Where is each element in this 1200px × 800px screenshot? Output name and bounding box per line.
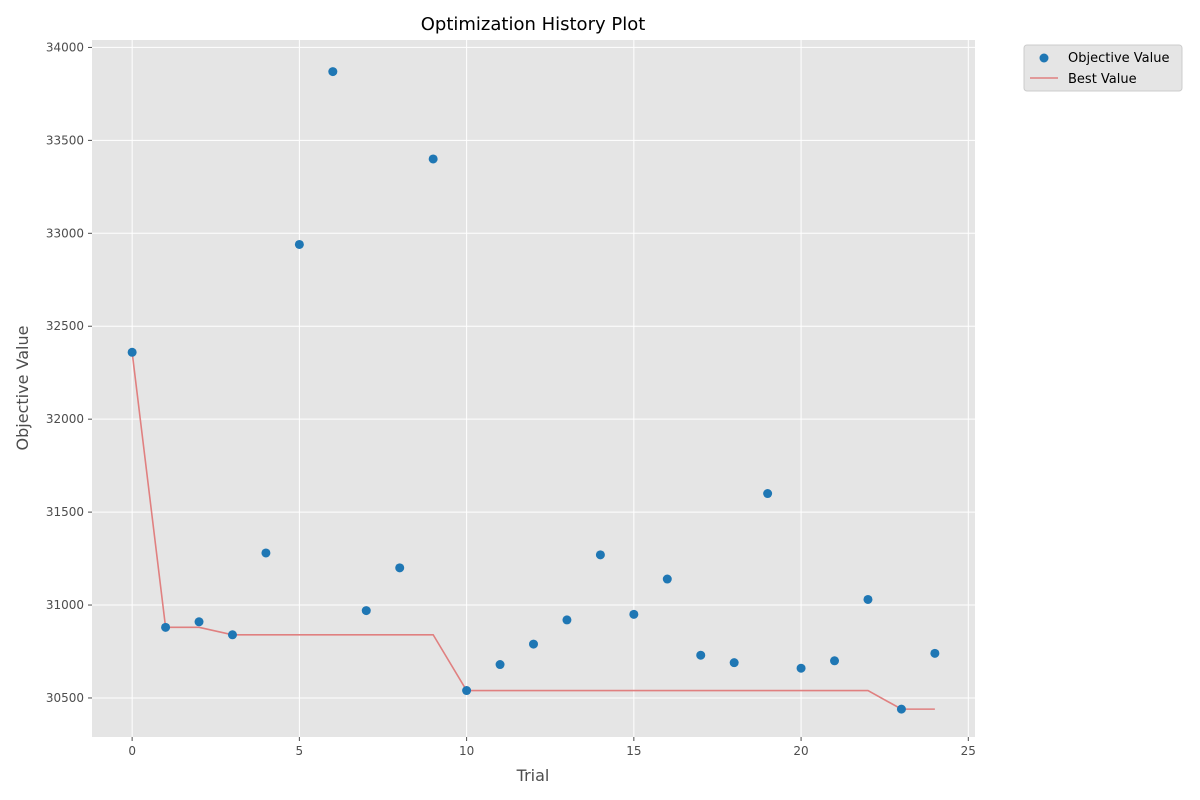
objective-value-point [462, 686, 472, 696]
legend: Objective Value Best Value [1023, 44, 1183, 92]
objective-value-point [428, 154, 438, 164]
y-tick-label: 33000 [46, 226, 84, 240]
y-tick-label: 31000 [46, 598, 84, 612]
legend-marker-objective-value [1039, 53, 1049, 63]
y-tick-label: 31500 [46, 505, 84, 519]
legend-box [1023, 44, 1183, 92]
y-tick-label: 34000 [46, 40, 84, 54]
y-tick-label: 33500 [46, 133, 84, 147]
objective-value-point [227, 630, 237, 640]
y-tick-label: 30500 [46, 691, 84, 705]
best-value-line [131, 352, 935, 710]
x-tick-label: 15 [626, 744, 641, 758]
legend-label-objective-value: Objective Value [1068, 51, 1169, 66]
objective-value-point [161, 622, 171, 632]
x-tick-label: 25 [961, 744, 976, 758]
y-tick-label: 32000 [46, 412, 84, 426]
objective-value-point [194, 617, 204, 627]
objective-value-point [629, 609, 639, 619]
objective-value-point [127, 347, 137, 357]
x-tick-labels: 0 5 10 15 20 25 [128, 737, 976, 758]
objective-value-point [595, 550, 605, 560]
plot-area [92, 40, 975, 737]
objective-value-point [529, 639, 538, 649]
legend-label-best-value: Best Value [1068, 72, 1137, 87]
objective-value-point [930, 648, 940, 658]
objective-value-point [261, 548, 271, 558]
objective-value-point [763, 489, 773, 499]
objective-value-point [896, 704, 906, 714]
x-tick-label: 10 [459, 744, 474, 758]
x-tick-label: 5 [296, 744, 304, 758]
objective-value-point [562, 615, 572, 625]
best-value-line-layer [131, 352, 935, 710]
objective-value-point [495, 660, 505, 670]
grid-layer [92, 40, 975, 737]
objective-points-layer [127, 67, 940, 714]
chart-title: Optimization History Plot [421, 14, 646, 35]
objective-value-point [729, 658, 739, 668]
objective-value-point [395, 563, 405, 573]
y-tick-labels: 30500 31000 31500 32000 32500 33000 33500 34000 [46, 40, 92, 705]
y-axis-label: Objective Value [13, 326, 32, 451]
objective-value-point [662, 574, 672, 584]
objective-value-point [294, 239, 304, 249]
objective-value-point [361, 606, 371, 616]
objective-value-point [696, 650, 706, 660]
objective-value-point [796, 663, 806, 673]
x-tick-label: 20 [793, 744, 808, 758]
objective-value-point [830, 656, 840, 666]
x-axis-label: Trial [516, 766, 550, 785]
objective-value-point [328, 67, 338, 77]
objective-value-point [863, 594, 873, 604]
x-tick-label: 0 [128, 744, 136, 758]
y-tick-label: 32500 [46, 319, 84, 333]
